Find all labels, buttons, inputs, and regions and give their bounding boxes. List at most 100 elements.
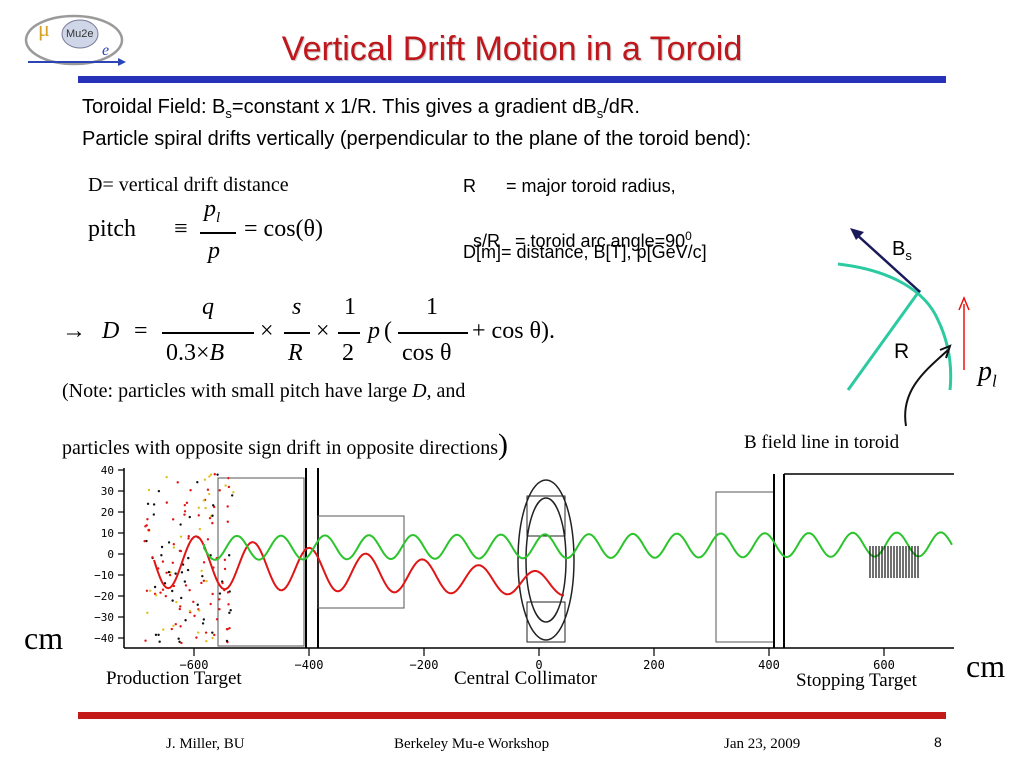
transport-coil: [716, 492, 774, 642]
production-scatter-point: [146, 590, 148, 592]
drift-D: D: [102, 318, 119, 345]
footer-venue: Berkeley Mu-e Workshop: [394, 736, 549, 753]
pl-symbol: p: [204, 196, 216, 222]
production-scatter-point: [148, 489, 150, 491]
production-scatter-point: [179, 608, 181, 610]
production-scatter-point: [148, 529, 150, 531]
q-numerator: q: [202, 294, 214, 321]
production-scatter-point: [203, 499, 205, 501]
production-scatter-point: [144, 639, 146, 641]
collimator-ring: [526, 498, 566, 622]
intro-line-2: Particle spiral drifts vertically (perpe…: [82, 128, 751, 151]
production-scatter-point: [231, 494, 233, 496]
production-scatter-point: [159, 591, 161, 593]
x-unit-label: cm: [966, 648, 1005, 685]
production-scatter-point: [214, 473, 216, 475]
production-scatter-point: [211, 593, 213, 595]
cos-denominator: cos θ: [402, 340, 452, 367]
cos-fraction-bar: [398, 332, 468, 334]
production-scatter-point: [211, 637, 213, 639]
y-tick-label: 10: [101, 527, 114, 540]
equation-tail: + cos θ).: [472, 318, 555, 345]
production-scatter-point: [211, 631, 213, 633]
production-scatter-point: [168, 541, 170, 543]
production-scatter-point: [196, 481, 198, 483]
production-scatter-point: [158, 490, 160, 492]
production-scatter-point: [175, 601, 177, 603]
production-scatter-point: [213, 634, 215, 636]
drift-equation: → D = q 0.3×B × s R × 1 2 p ( 1 cos θ + …: [62, 290, 622, 376]
production-scatter-point: [189, 610, 191, 612]
production-scatter-point: [172, 625, 174, 627]
production-scatter-point: [216, 618, 218, 620]
q-fraction-bar: [162, 332, 254, 334]
production-scatter-point: [227, 603, 229, 605]
s-numerator: s: [292, 294, 301, 321]
production-scatter-point: [180, 536, 182, 538]
production-scatter-point: [187, 537, 189, 539]
production-scatter-point: [226, 505, 228, 507]
production-scatter-point: [224, 484, 226, 486]
production-scatter-point: [184, 510, 186, 512]
footer-rule: [78, 712, 946, 719]
p-symbol: p: [368, 318, 380, 345]
production-scatter-point: [203, 580, 205, 582]
production-scatter-point: [179, 523, 181, 525]
production-scatter-point: [189, 516, 191, 518]
drift-distance-definition: D= vertical drift distance: [88, 174, 289, 197]
production-scatter-point: [151, 556, 153, 558]
production-scatter-point: [210, 474, 212, 476]
production-scatter-point: [188, 535, 190, 537]
production-scatter-point: [228, 612, 230, 614]
stopping-target-label: Stopping Target: [796, 670, 917, 692]
times-sign-2: ×: [316, 318, 330, 345]
y-tick-label: 30: [101, 485, 114, 498]
s-fraction-bar: [284, 332, 310, 334]
production-scatter-point: [155, 634, 157, 636]
production-scatter-point: [197, 604, 199, 606]
note-text: particles with opposite sign drift in op…: [62, 437, 498, 459]
production-scatter-point: [202, 622, 204, 624]
coeff-text: 0.3×: [166, 340, 210, 366]
production-scatter-point: [166, 501, 168, 503]
production-scatter-point: [227, 477, 229, 479]
note-line-1: (Note: particles with small pitch have l…: [62, 380, 465, 403]
x-tick-label: −400: [295, 658, 324, 672]
production-scatter-point: [199, 528, 201, 530]
production-scatter-point: [171, 599, 173, 601]
pitch-equation: pitch ≡ pl p = cos(θ): [88, 198, 378, 278]
production-scatter-point: [168, 571, 170, 573]
production-scatter-point: [161, 546, 163, 548]
y-tick-label: −40: [94, 632, 114, 645]
production-scatter-point: [158, 641, 160, 643]
open-paren: (: [384, 318, 392, 345]
production-scatter-point: [184, 580, 186, 582]
production-scatter-point: [165, 572, 167, 574]
bs-subscript: s: [905, 248, 912, 263]
footer-date: Jan 23, 2009: [724, 736, 800, 753]
production-scatter-point: [165, 595, 167, 597]
arrow-symbol: →: [62, 318, 86, 345]
b-denominator: 0.3×B: [166, 340, 224, 367]
production-scatter-point: [204, 507, 206, 509]
half-fraction-bar: [338, 332, 360, 334]
production-scatter-point: [203, 561, 205, 563]
central-collimator-label: Central Collimator: [454, 668, 597, 690]
y-tick-label: −10: [94, 569, 114, 582]
production-scatter-point: [224, 568, 226, 570]
degree-superscript: 0: [685, 229, 692, 243]
production-scatter-point: [162, 560, 164, 562]
pitch-lhs: pitch: [88, 216, 136, 243]
production-scatter-point: [219, 592, 221, 594]
production-scatter-point: [198, 506, 200, 508]
production-scatter-point: [226, 640, 228, 642]
field-line-caption: B field line in toroid: [744, 432, 899, 454]
B-symbol: B: [210, 340, 225, 366]
production-scatter-point: [204, 479, 206, 481]
radius-definition: R = major toroid radius,: [463, 176, 676, 197]
production-scatter-point: [146, 612, 148, 614]
transport-coil: [318, 516, 404, 608]
production-scatter-point: [211, 522, 213, 524]
intro-text: /dR.: [603, 96, 640, 118]
drift-simulation-plot: 40 30 20 10 0 −10 −20 −30 −40 −600 −400 −200 0 200 400…: [84, 464, 964, 676]
